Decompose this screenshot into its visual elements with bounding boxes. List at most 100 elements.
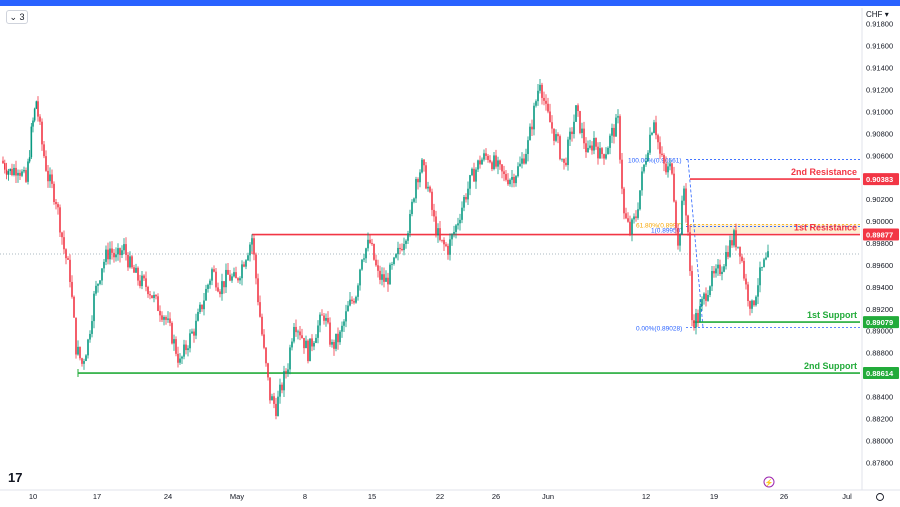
candle-body [619, 116, 621, 160]
candle-body [521, 158, 523, 164]
candle-up [765, 252, 767, 261]
candle-down [387, 272, 389, 292]
candle-body [119, 248, 121, 256]
candle-down [445, 242, 447, 248]
candle-body [233, 272, 235, 277]
candle-body [637, 209, 639, 218]
candle-up [711, 266, 713, 292]
candle-body [671, 163, 673, 174]
candle-up [135, 263, 137, 273]
candle-up [717, 258, 719, 276]
lightning-icon[interactable] [763, 476, 775, 488]
candle-body [209, 280, 211, 285]
candle-up [279, 378, 281, 404]
candle-up [645, 154, 647, 167]
candle-body [95, 285, 97, 294]
candle-body [343, 321, 345, 326]
candle-body [229, 274, 231, 281]
candle-body [497, 160, 499, 167]
candle-body [677, 227, 679, 246]
candle-body [659, 142, 661, 154]
candle-up [653, 119, 655, 134]
candle-up [23, 166, 25, 174]
candle-body [657, 135, 659, 143]
candle-up [737, 246, 739, 249]
candle-down [67, 256, 69, 260]
candle-body [311, 338, 313, 347]
candle-up [407, 230, 409, 245]
candle-body [699, 306, 701, 322]
candle-up [403, 237, 405, 256]
candle-body [321, 314, 323, 316]
candle-up [397, 241, 399, 261]
candle-body [45, 156, 47, 171]
candle-body [541, 84, 543, 98]
candle-up [97, 283, 99, 293]
candle-up [355, 295, 357, 304]
candle-body [411, 201, 413, 215]
candle-up [617, 109, 619, 124]
candle-body [433, 209, 435, 217]
fib-level-label: 100.00%(0.90561) [628, 158, 682, 165]
chevron-down-icon: ▾ [884, 10, 889, 19]
candle-down [495, 149, 497, 169]
candle-down [375, 254, 377, 267]
candle-body [567, 139, 569, 166]
candle-up [451, 233, 453, 246]
candle-body [401, 248, 403, 251]
candle-up [241, 260, 243, 286]
x-tick-label: 15 [368, 492, 376, 501]
candle-body [611, 127, 613, 136]
candle-body [77, 346, 79, 355]
candle-body [375, 259, 377, 266]
candle-up [361, 259, 363, 271]
candle-up [363, 253, 365, 263]
candle-body [207, 284, 209, 289]
candle-up [173, 334, 175, 351]
candle-body [327, 317, 329, 323]
candle-up [767, 244, 769, 258]
candle-up [609, 133, 611, 155]
interval-button[interactable]: ⌄ 3 [6, 10, 28, 24]
candle-down [159, 305, 161, 322]
candle-body [737, 246, 739, 248]
candle-body [467, 188, 469, 200]
candle-body [503, 171, 505, 175]
candle-down [329, 317, 331, 347]
candle-up [709, 285, 711, 298]
candle-down [663, 153, 665, 172]
candle-body [73, 296, 75, 318]
fib-level-label: 61.80%(0.8997) [636, 222, 682, 229]
candle-down [675, 199, 677, 234]
candle-down [665, 156, 667, 175]
candle-down [147, 285, 149, 298]
settings-icon[interactable] [876, 493, 884, 501]
candle-up [115, 247, 117, 262]
x-tick-label: Jun [542, 492, 554, 501]
candle-down [401, 243, 403, 252]
candle-down [377, 259, 379, 278]
candle-body [79, 346, 81, 359]
candle-body [131, 256, 133, 268]
candle-body [107, 249, 109, 260]
candle-down [107, 242, 109, 265]
currency-selector[interactable]: CHF ▾ [866, 10, 889, 19]
candle-up [21, 169, 23, 178]
candle-body [303, 338, 305, 349]
candle-body [633, 216, 635, 220]
candle-up [761, 266, 763, 272]
candle-up [509, 178, 511, 187]
candle-down [161, 311, 163, 322]
candle-body [727, 252, 729, 257]
candle-body [563, 158, 565, 163]
candle-body [337, 333, 339, 343]
candle-body [679, 234, 681, 246]
candle-down [193, 328, 195, 343]
candle-body [13, 167, 15, 175]
candle-body [347, 305, 349, 312]
candle-body [421, 159, 423, 173]
candle-up [535, 99, 537, 108]
candle-body [365, 248, 367, 259]
candle-up [293, 322, 295, 344]
candle-body [197, 312, 199, 321]
